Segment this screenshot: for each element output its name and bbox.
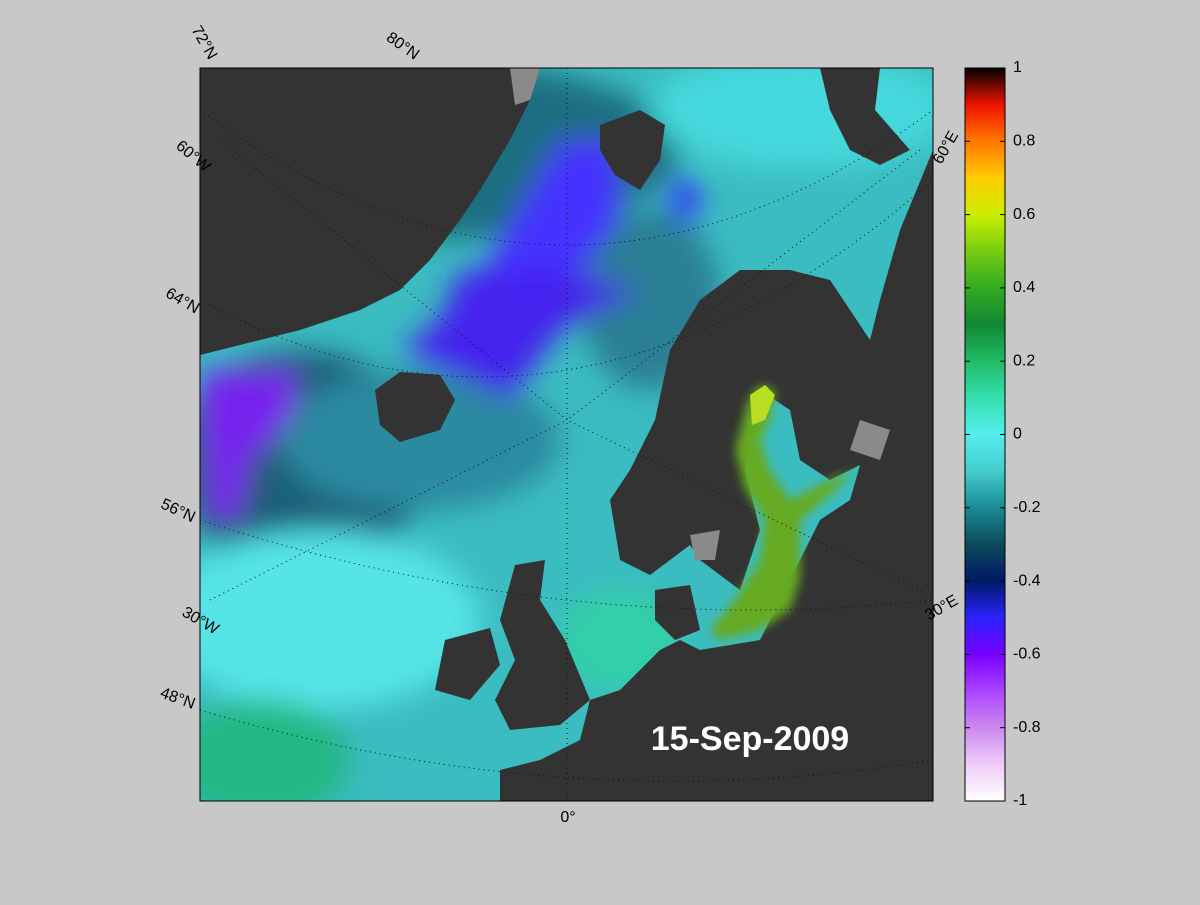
- ice-cap: [510, 68, 890, 560]
- map-area: 15-Sep-2009: [200, 68, 933, 801]
- bothnian-bay: [750, 385, 775, 425]
- colorbar-tick-label: 1: [1013, 59, 1022, 76]
- colorbar-tick-label: -0.6: [1013, 646, 1041, 663]
- colorbar-scale: [964, 67, 1006, 802]
- colorbar-tick-label: 0.8: [1013, 133, 1035, 150]
- colorbar-tick-label: -1: [1013, 792, 1027, 809]
- land: [200, 68, 933, 801]
- date-label: 15-Sep-2009: [651, 720, 849, 758]
- lon-label: 0°: [560, 809, 575, 826]
- baltic-field: [710, 385, 855, 640]
- lat-label: 56°N: [158, 496, 198, 527]
- map-frame: [199, 67, 934, 802]
- colorbar-tick-label: -0.2: [1013, 499, 1041, 516]
- lon-label: 60°E: [930, 128, 962, 167]
- colorbar-tick-label: 0.2: [1013, 352, 1035, 369]
- colorbar-tick-label: 0.4: [1013, 279, 1035, 296]
- colorbar-tick-label: 0: [1013, 426, 1022, 443]
- lat-label: 80°N: [383, 29, 422, 63]
- colorbar-tick-label: 0.6: [1013, 206, 1035, 223]
- lat-label: 72°N: [188, 23, 221, 62]
- colorbar-tick-label: -0.4: [1013, 572, 1041, 589]
- colorbar-tick-label: -0.8: [1013, 719, 1041, 736]
- lat-label: 64°N: [163, 285, 202, 318]
- colorbar: 1 0.8 0.6 0.4 0.2 0 -0.2 -0.4 -0.6 -0.8 -1: [964, 59, 1041, 809]
- lat-label: 48°N: [158, 685, 197, 713]
- graticule: [200, 68, 933, 801]
